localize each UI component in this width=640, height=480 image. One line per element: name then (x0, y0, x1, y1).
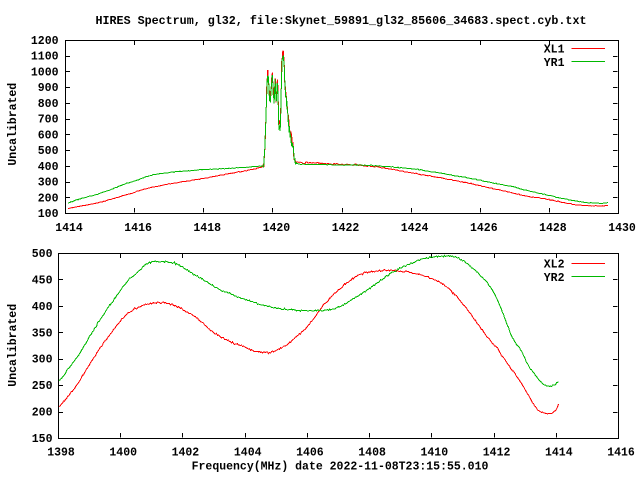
svg-text:1402: 1402 (172, 447, 200, 460)
svg-text:1420: 1420 (263, 222, 291, 235)
svg-text:1406: 1406 (296, 447, 324, 460)
svg-text:XL1: XL1 (544, 43, 565, 56)
svg-text:300: 300 (32, 354, 53, 367)
svg-text:1426: 1426 (470, 222, 498, 235)
svg-text:450: 450 (32, 274, 53, 287)
svg-text:XL2: XL2 (544, 258, 565, 271)
svg-text:1410: 1410 (420, 447, 448, 460)
svg-text:800: 800 (38, 98, 59, 111)
svg-text:YR2: YR2 (544, 272, 565, 285)
svg-text:1400: 1400 (109, 447, 137, 460)
svg-text:1414: 1414 (545, 447, 573, 460)
svg-text:1408: 1408 (358, 447, 386, 460)
svg-text:1422: 1422 (332, 222, 360, 235)
svg-text:1416: 1416 (124, 222, 152, 235)
svg-text:500: 500 (38, 145, 59, 158)
svg-text:1100: 1100 (31, 51, 59, 64)
svg-text:Uncalibrated: Uncalibrated (7, 304, 20, 387)
svg-text:200: 200 (38, 192, 59, 205)
svg-text:400: 400 (38, 161, 59, 174)
svg-text:1428: 1428 (539, 222, 567, 235)
svg-text:HIRES Spectrum, gl32, file:Sky: HIRES Spectrum, gl32, file:Skynet_59891_… (96, 14, 587, 28)
svg-text:1404: 1404 (234, 447, 262, 460)
svg-text:200: 200 (32, 407, 53, 420)
svg-text:1398: 1398 (47, 447, 75, 460)
svg-text:100: 100 (38, 208, 59, 221)
svg-text:600: 600 (38, 129, 59, 142)
svg-text:250: 250 (32, 380, 53, 393)
svg-text:150: 150 (32, 433, 53, 446)
svg-text:700: 700 (38, 114, 59, 127)
svg-text:1424: 1424 (401, 222, 429, 235)
svg-text:1200: 1200 (31, 35, 59, 48)
svg-text:1416: 1416 (607, 447, 635, 460)
svg-text:1000: 1000 (31, 67, 59, 80)
svg-text:1412: 1412 (483, 447, 511, 460)
svg-text:900: 900 (38, 82, 59, 95)
svg-text:1414: 1414 (55, 222, 83, 235)
svg-text:YR1: YR1 (544, 57, 565, 70)
svg-text:500: 500 (32, 248, 53, 261)
svg-text:400: 400 (32, 301, 53, 314)
svg-text:1418: 1418 (193, 222, 221, 235)
svg-text:1430: 1430 (608, 222, 636, 235)
svg-text:Frequency(MHz) date 2022-11-08: Frequency(MHz) date 2022-11-08T23:15:55.… (192, 461, 489, 474)
svg-text:Uncalibrated: Uncalibrated (7, 83, 20, 166)
svg-text:300: 300 (38, 177, 59, 190)
svg-text:350: 350 (32, 327, 53, 340)
